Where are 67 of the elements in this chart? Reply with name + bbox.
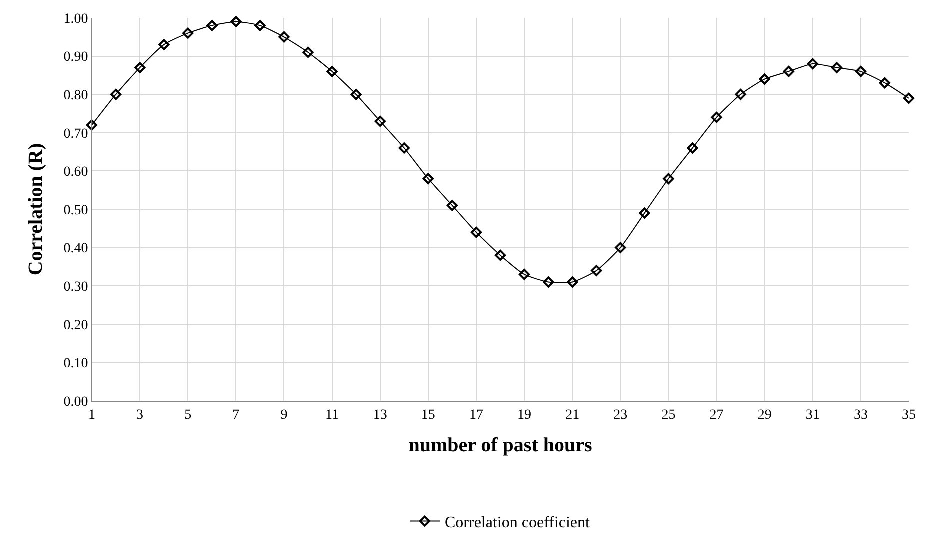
x-tick-label: 3: [136, 408, 144, 423]
x-tick-label: 1: [88, 408, 96, 423]
x-tick-label: 13: [373, 408, 388, 423]
point: [879, 78, 891, 89]
point: [230, 16, 242, 28]
point: [398, 142, 410, 154]
point: [86, 120, 98, 131]
x-tick-label: 23: [614, 408, 628, 423]
x-tick-label: 27: [710, 408, 724, 423]
x-tick-label: 19: [518, 408, 532, 423]
point: [278, 32, 290, 43]
point: [783, 66, 794, 78]
y-tick-label: 0.70: [64, 126, 88, 142]
point: [446, 200, 458, 212]
x-tick-label: 9: [280, 408, 288, 423]
y-axis-title: Correlation (R): [25, 143, 48, 276]
point: [374, 116, 386, 127]
point: [855, 66, 866, 78]
point: [543, 276, 554, 288]
point: [350, 89, 362, 100]
y-tick-label: 0.90: [64, 50, 88, 66]
x-tick-label: 29: [758, 408, 772, 423]
y-tick-label: 0.60: [64, 165, 88, 180]
point: [302, 46, 314, 58]
point: [518, 269, 530, 280]
x-tick-label: 31: [806, 408, 820, 423]
point: [735, 89, 746, 100]
point: [615, 242, 626, 254]
point: [663, 173, 674, 184]
x-tick-label: 7: [232, 408, 240, 423]
point: [831, 62, 842, 74]
x-tick-label: 35: [902, 408, 916, 423]
point: [206, 20, 218, 32]
point: [591, 265, 602, 276]
y-tick-label: 0.00: [64, 394, 88, 410]
point: [110, 89, 122, 100]
point: [422, 173, 434, 184]
point: [567, 276, 578, 288]
x-tick-label: 5: [184, 408, 192, 423]
x-axis-title: number of past hours: [408, 434, 592, 456]
point: [254, 20, 266, 32]
x-tick-label: 25: [662, 408, 676, 423]
y-tick-label: 0.80: [64, 88, 88, 104]
y-tick-label: 0.40: [64, 242, 88, 257]
y-tick-label: 0.10: [64, 356, 88, 372]
point: [134, 62, 146, 74]
point: [687, 142, 698, 154]
point: [759, 74, 770, 85]
x-tick-label: 11: [326, 408, 340, 423]
y-tick-label: 0.50: [64, 203, 88, 218]
point: [639, 208, 650, 219]
point: [158, 39, 170, 50]
x-tick-label: 17: [469, 408, 484, 423]
point: [182, 28, 194, 39]
point: [807, 58, 818, 70]
point: [494, 250, 506, 262]
y-tick-label: 0.20: [64, 318, 88, 334]
point: [470, 226, 482, 238]
x-tick-label: 15: [421, 408, 436, 423]
legend-label: Correlation coefficient: [445, 514, 591, 532]
y-tick-label: 1.00: [64, 12, 88, 27]
y-tick-label: 0.30: [64, 280, 88, 295]
point: [711, 112, 722, 124]
point: [903, 92, 915, 104]
point: [326, 66, 338, 78]
x-tick-label: 21: [566, 408, 580, 423]
x-tick-label: 33: [854, 408, 868, 423]
